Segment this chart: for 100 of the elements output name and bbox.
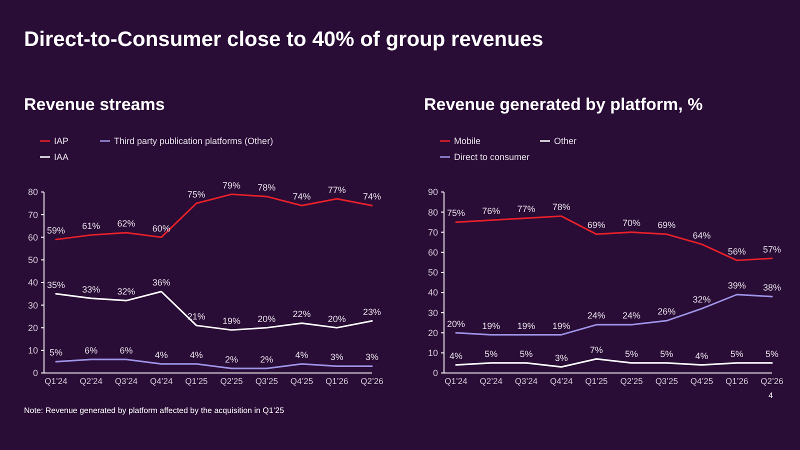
x-tick-label: Q4’25 bbox=[690, 376, 714, 386]
data-label: 23% bbox=[362, 306, 382, 317]
data-label: 5% bbox=[625, 348, 638, 359]
data-label: 5% bbox=[765, 348, 779, 359]
data-label: 3% bbox=[330, 352, 344, 362]
x-tick-label: Q1’24 bbox=[444, 376, 468, 386]
data-label: 5% bbox=[520, 348, 533, 359]
data-label: 7% bbox=[590, 344, 603, 355]
data-label: 6% bbox=[120, 345, 133, 356]
x-tick-label: Q1’25 bbox=[185, 376, 208, 386]
data-label: 5% bbox=[730, 348, 744, 359]
data-label: 61% bbox=[82, 220, 100, 231]
legend-label: IAP bbox=[54, 136, 69, 146]
data-label: 39% bbox=[728, 280, 746, 291]
data-label: 36% bbox=[152, 278, 170, 288]
data-label: 5% bbox=[49, 348, 63, 358]
x-tick-label: Q4’25 bbox=[290, 376, 314, 386]
x-tick-label: Q1’25 bbox=[585, 376, 608, 386]
data-label: 20% bbox=[328, 314, 346, 324]
data-label: 21% bbox=[187, 311, 206, 322]
data-label: 19% bbox=[222, 316, 241, 326]
data-label: 26% bbox=[658, 306, 676, 317]
x-tick-label: Q2’24 bbox=[80, 376, 103, 386]
data-label: 76% bbox=[482, 206, 500, 216]
data-label: 3% bbox=[365, 352, 379, 362]
data-label: 75% bbox=[446, 208, 466, 218]
x-tick-label: Q3’25 bbox=[255, 376, 278, 386]
x-tick-label: Q1’26 bbox=[326, 376, 348, 386]
data-label: 57% bbox=[762, 244, 782, 254]
x-tick-label: Q1’24 bbox=[44, 376, 68, 386]
y-tick-label: 90 bbox=[428, 187, 438, 198]
data-label: 4% bbox=[190, 350, 203, 360]
data-label: 35% bbox=[46, 280, 66, 290]
data-label: 6% bbox=[84, 345, 98, 356]
x-tick-label: Q1’26 bbox=[726, 376, 748, 386]
x-tick-label: Q2’26 bbox=[360, 376, 384, 386]
data-label: 69% bbox=[658, 220, 676, 230]
legend-label: Other bbox=[554, 136, 577, 146]
data-label: 19% bbox=[482, 320, 500, 331]
x-tick-label: Q3’24 bbox=[514, 376, 538, 386]
y-tick-label: 70 bbox=[428, 227, 438, 238]
y-tick-label: 80 bbox=[428, 207, 438, 218]
y-tick-label: 50 bbox=[428, 268, 438, 278]
data-label: 22% bbox=[292, 309, 311, 320]
y-tick-label: 10 bbox=[428, 348, 438, 358]
data-label: 32% bbox=[117, 286, 136, 297]
data-label: 56% bbox=[728, 246, 746, 256]
y-tick-label: 20 bbox=[28, 322, 38, 333]
data-label: 59% bbox=[46, 226, 66, 236]
y-tick-label: 30 bbox=[28, 300, 38, 310]
data-label: 4% bbox=[154, 350, 168, 360]
y-tick-label: 0 bbox=[432, 368, 438, 378]
x-tick-label: Q3’25 bbox=[655, 376, 678, 386]
data-label: 4% bbox=[695, 350, 708, 361]
data-label: 2% bbox=[225, 354, 238, 364]
data-label: 3% bbox=[554, 352, 568, 363]
x-tick-label: Q3’24 bbox=[114, 376, 138, 386]
x-tick-label: Q4’24 bbox=[550, 376, 573, 386]
data-label: 20% bbox=[446, 318, 466, 329]
data-label: 70% bbox=[622, 218, 641, 228]
data-label: 77% bbox=[517, 204, 536, 214]
data-label: 74% bbox=[362, 192, 382, 202]
data-label: 77% bbox=[328, 184, 346, 195]
data-label: 62% bbox=[117, 218, 136, 229]
legend-label: Mobile bbox=[454, 136, 481, 146]
legend-label: Direct to consumer bbox=[454, 152, 530, 162]
text: Note: Revenue generated by platform affected by the acquisition in Q1’25 bbox=[24, 406, 285, 415]
data-label: 78% bbox=[552, 202, 570, 212]
data-label: 4% bbox=[449, 350, 463, 361]
chart-title: Revenue generated by platform, % bbox=[424, 95, 703, 114]
y-tick-label: 40 bbox=[428, 288, 438, 298]
y-tick-label: 50 bbox=[28, 255, 38, 266]
legend-label: IAA bbox=[54, 152, 69, 162]
y-tick-label: 10 bbox=[28, 346, 38, 356]
x-tick-label: Q2’26 bbox=[760, 376, 784, 386]
x-tick-label: Q2’25 bbox=[220, 376, 244, 386]
text: Direct-to-Consumer close to 40% of group revenues bbox=[24, 28, 544, 51]
data-label: 33% bbox=[82, 284, 100, 294]
data-label: 69% bbox=[587, 220, 606, 230]
data-label: 32% bbox=[692, 294, 711, 305]
data-label: 20% bbox=[258, 314, 276, 324]
data-label: 60% bbox=[152, 223, 170, 234]
data-label: 2% bbox=[260, 354, 274, 364]
y-tick-label: 20 bbox=[428, 328, 438, 338]
y-tick-label: 80 bbox=[28, 187, 38, 198]
y-tick-label: 60 bbox=[28, 232, 38, 242]
y-tick-label: 70 bbox=[28, 210, 38, 220]
data-label: 74% bbox=[292, 192, 311, 202]
data-label: 64% bbox=[692, 230, 711, 240]
y-tick-label: 0 bbox=[32, 368, 38, 378]
data-label: 24% bbox=[587, 310, 606, 321]
data-label: 19% bbox=[552, 320, 570, 331]
data-label: 78% bbox=[258, 182, 276, 193]
y-tick-label: 40 bbox=[28, 278, 38, 288]
chart-title: Revenue streams bbox=[24, 95, 165, 114]
data-label: 75% bbox=[187, 189, 206, 200]
x-tick-label: Q4’24 bbox=[150, 376, 173, 386]
data-label: 5% bbox=[660, 348, 674, 359]
y-tick-label: 30 bbox=[428, 308, 438, 318]
data-label: 4% bbox=[295, 350, 308, 360]
